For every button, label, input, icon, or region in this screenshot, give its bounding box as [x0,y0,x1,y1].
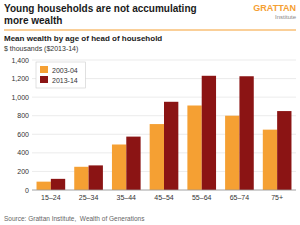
y-tick-label: 200 [17,168,29,175]
y-tick-label: 800 [17,112,29,119]
title: Young households are not accumulating [4,3,197,14]
title: more wealth [4,15,62,26]
bar [263,130,277,190]
x-tick-label: 25–34 [79,194,99,201]
bar [187,106,201,191]
bar [126,137,140,190]
bar [239,76,253,190]
brand-subtext: Institute [275,14,297,20]
legend: 2003-04 2013-14 [36,62,85,88]
chart: Young households are not accumulatingmor… [0,0,300,225]
bar [202,76,216,190]
bar [277,111,291,190]
legend-swatch [40,76,48,83]
bar [112,145,126,191]
source: Source: Grattan Institute, Wealth of Gen… [4,215,145,222]
bar [225,116,239,190]
y-tick-label: 1,400 [11,57,29,64]
grid-line [32,60,296,61]
x-tick-label: 65–74 [230,194,250,201]
x-tick-label: 35–44 [117,194,137,201]
y-label: $ thousands ($2013-14) [4,45,78,53]
bar [74,167,88,190]
legend-label: 2003-04 [52,67,78,74]
grid-line [32,190,296,191]
bar [150,124,164,190]
legend-frame [36,62,85,88]
y-tick-label: 1,000 [11,94,29,101]
x-tick-label: 75+ [271,194,283,201]
bars [37,76,292,190]
brand: GRATTAN [253,3,296,13]
y-tick-label: 600 [17,131,29,138]
bar [89,165,103,190]
y-tick-label: 400 [17,149,29,156]
legend-label: 2013-14 [52,77,78,84]
y-tick-label: 0 [25,187,29,194]
separator [4,29,296,30]
bar [164,102,178,190]
subtitle: Mean wealth by age of head of household [4,34,162,43]
grid-line [32,97,296,98]
bar [51,179,65,190]
x-tick-label: 55–64 [192,194,212,201]
y-tick-label: 1,200 [11,75,29,82]
x-axis-line [32,190,296,191]
x-tick-label: 45–54 [154,194,174,201]
bar [37,182,51,190]
x-tick-label: 15–24 [41,194,61,201]
legend-swatch [40,66,48,73]
